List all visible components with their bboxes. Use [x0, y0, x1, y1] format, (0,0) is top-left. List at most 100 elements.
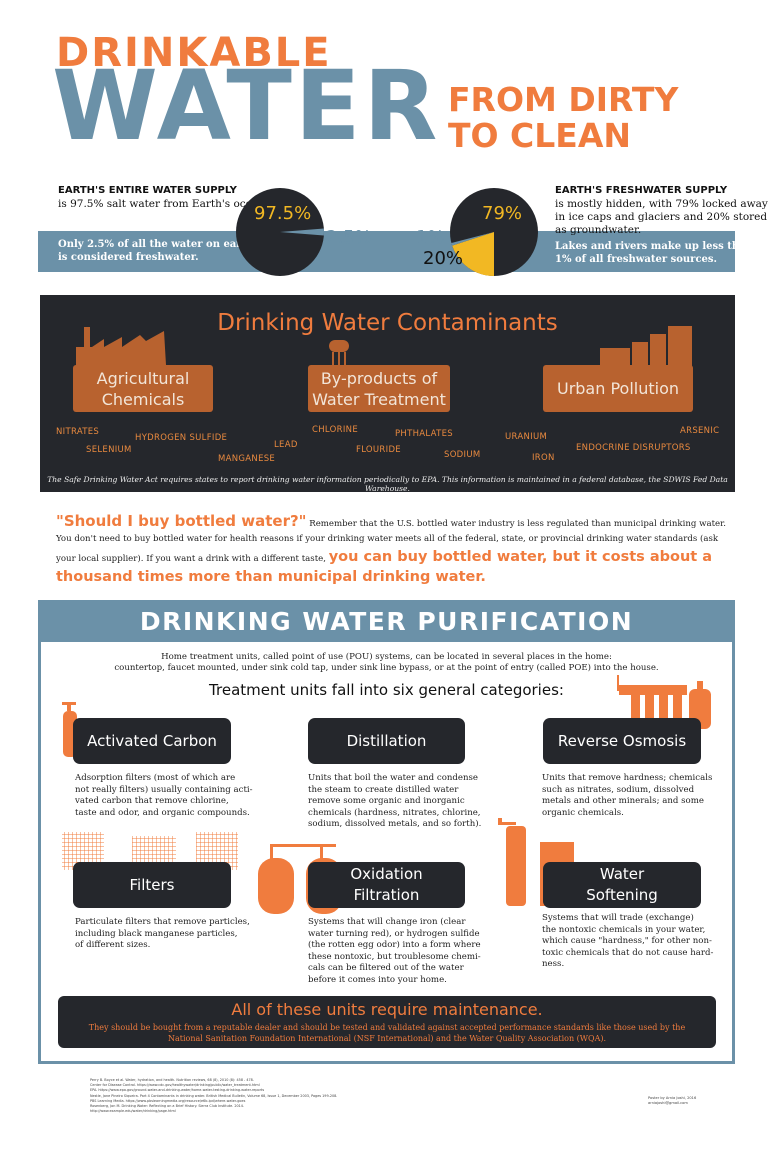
contaminant-item: HYDROGEN SULFIDE	[135, 433, 228, 443]
unit-desc-line: toxic chemicals that do not cause hard-	[542, 947, 714, 958]
unit-desc-line: cals can be filtered out of the water	[308, 963, 464, 973]
unit-reverse-osmosis: Reverse Osmosis	[543, 718, 701, 764]
supply-left-text: is 97.5% salt water from Earth's oceans.	[58, 198, 274, 210]
unit-desc-water-softening: Systems that will trade (exchange) the n…	[542, 913, 727, 971]
purification-intro-line-2: countertop, faucet mounted, under sink c…	[114, 663, 659, 673]
supply-right-band-line-1: Lakes and rivers make up less than	[555, 241, 753, 252]
category-urban-pollution: Urban Pollution	[543, 365, 693, 412]
maintenance-text: They should be bought from a reputable d…	[78, 1022, 696, 1044]
author-credit: Poster by Arnia Joshi, 2016 arniajoshi@g…	[648, 1096, 728, 1106]
category-label: Water Treatment	[312, 389, 446, 409]
reference-line: http://www.example.edu/water/drinking/pa…	[90, 1109, 176, 1114]
pie-slice-groundwater	[452, 232, 494, 276]
earth-water-pie-chart	[236, 188, 324, 276]
unit-desc-line: taste and odor, and organic compounds.	[75, 807, 250, 818]
contaminants-footnote: The Safe Drinking Water Act requires sta…	[47, 475, 728, 493]
contaminant-item: SELENIUM	[86, 445, 132, 455]
unit-title: Filters	[129, 875, 175, 894]
unit-desc-line: which cause "hardness," for other non-	[542, 936, 712, 946]
unit-title: Water	[599, 865, 645, 883]
category-label: Agricultural	[96, 368, 190, 388]
contaminant-item: ENDOCRINE DISRUPTORS	[576, 443, 691, 453]
supply-left-band-text: Only 2.5% of all the water on earth is c…	[58, 238, 253, 264]
contaminant-item: PHTHALATES	[395, 429, 453, 439]
unit-desc-line: not really filters) usually containing a…	[75, 784, 253, 795]
unit-desc-line: remove some organic and inorganic	[308, 796, 465, 806]
supply-right-heading: EARTH'S FRESHWATER SUPPLY	[555, 185, 728, 196]
unit-filters: Filters	[73, 862, 231, 908]
unit-desc-filters: Particulate filters that remove particle…	[75, 917, 255, 952]
unit-desc-line: including black manganese particles,	[75, 928, 238, 939]
bottled-question: "Should I buy bottled water?"	[56, 512, 307, 530]
contaminant-item: URANIUM	[505, 432, 548, 442]
title-drinkable: DRINKABLE	[56, 30, 332, 76]
contaminants-title: Drinking Water Contaminants	[217, 310, 558, 336]
city-skyline-icon	[600, 326, 692, 367]
supply-right-band-text: Lakes and rivers make up less than 1% of…	[555, 240, 753, 266]
purification-intro-line-1: Home treatment units, called point of us…	[161, 652, 612, 662]
unit-desc-line: water turning red), or hydrogen sulfide	[308, 928, 480, 939]
factory-icon	[76, 327, 166, 365]
contaminant-item: ARSENIC	[680, 426, 720, 436]
supply-right-text: is mostly hidden, with 79% locked away i…	[555, 198, 768, 237]
contaminant-item: NITRATES	[56, 427, 100, 437]
unit-desc-line: of different sizes.	[75, 940, 151, 950]
subtitle-line-1: FROM DIRTY	[448, 80, 679, 119]
maintenance-heading: All of these units require maintenance.	[231, 1000, 543, 1019]
category-label: By-products of	[320, 368, 438, 388]
author-line: arniajoshi@gmail.com	[648, 1101, 688, 1106]
supply-right-text-line-3: as groundwater.	[555, 224, 642, 236]
unit-title: Distillation	[346, 731, 427, 750]
unit-title: Oxidation	[350, 865, 423, 883]
pie-label-97-5: 97.5%	[254, 203, 312, 224]
unit-activated-carbon: Activated Carbon	[73, 718, 231, 764]
pie-slice-freshwater	[280, 228, 324, 236]
unit-title: Activated Carbon	[87, 731, 217, 750]
supply-left-band-line-2: is considered freshwater.	[58, 252, 199, 263]
purification-intro: Home treatment units, called point of us…	[60, 652, 713, 674]
categories-heading: Treatment units fall into six general ca…	[209, 681, 564, 699]
category-water-treatment-byproducts: By-products of Water Treatment	[308, 365, 450, 412]
subtitle-line-2: TO CLEAN	[448, 116, 631, 155]
contaminant-item: MANGANESE	[218, 454, 276, 464]
unit-distillation: Distillation	[308, 718, 465, 764]
purification-title: DRINKING WATER PURIFICATION	[139, 607, 634, 636]
unit-desc-line: Units that boil the water and condense	[308, 773, 479, 783]
unit-desc-line: chemicals (hardness, nitrates, chlorine,	[308, 807, 481, 818]
supply-left-band-line-1: Only 2.5% of all the water on earth	[58, 239, 254, 250]
purification-header-bar	[38, 600, 735, 642]
pie-label-1: 1%	[416, 227, 445, 248]
references: Perry B. Boyce et al. Water, hydration, …	[90, 1078, 510, 1114]
author-line: Poster by Arnia Joshi, 2016	[648, 1096, 697, 1100]
unit-water-softening: Water Softening	[543, 862, 701, 908]
contaminant-item: LEAD	[274, 440, 298, 450]
unit-desc-line: Adsorption filters (most of which are	[75, 773, 236, 783]
supply-right-text-line-1: is mostly hidden, with 79% locked away	[555, 198, 768, 210]
unit-desc-line: Systems that will trade (exchange)	[542, 913, 694, 923]
pie-label-20: 20%	[423, 248, 464, 269]
supply-band	[38, 231, 735, 272]
unit-desc-line: the nontoxic chemicals in your water,	[542, 924, 706, 935]
supply-right-band-line-2: 1% of all freshwater sources.	[555, 254, 718, 265]
unit-desc-line: metals and other minerals; and some	[542, 796, 704, 806]
contaminant-item: IRON	[532, 453, 555, 463]
unit-desc-line: Particulate filters that remove particle…	[75, 917, 250, 927]
bottled-water-paragraph: "Should I buy bottled water?" Remember t…	[56, 514, 726, 587]
bottled-emphasis: you can buy bottled water, but it costs …	[56, 549, 713, 585]
category-label: Urban Pollution	[556, 379, 680, 398]
unit-desc-line: vated carbon that remove chlorine,	[75, 796, 229, 806]
reference-line: Center for Disease Control. https://www.…	[90, 1083, 260, 1088]
category-label: Chemicals	[101, 389, 185, 409]
unit-desc-line: organic chemicals.	[542, 807, 624, 818]
unit-desc-line: sodium, dissolved metals, and so forth).	[308, 819, 482, 829]
unit-desc-line: Units that remove hardness; chemicals	[542, 773, 713, 783]
contaminant-item: SODIUM	[444, 450, 481, 460]
maintenance-panel	[58, 996, 716, 1048]
unit-desc-line: such as nitrates, sodium, dissolved	[542, 784, 695, 795]
reference-line: PBS Learning Media. https://www.pbslearn…	[90, 1098, 246, 1103]
category-agricultural-chemicals: Agricultural Chemicals	[73, 365, 213, 412]
unit-desc-line: these nontoxic, but troublesome chemi-	[308, 951, 481, 962]
title-water: WATER	[52, 50, 441, 162]
reference-line: EPA. https://www.epa.gov/ground-water-an…	[90, 1088, 265, 1093]
unit-desc-line: ness.	[542, 959, 565, 969]
